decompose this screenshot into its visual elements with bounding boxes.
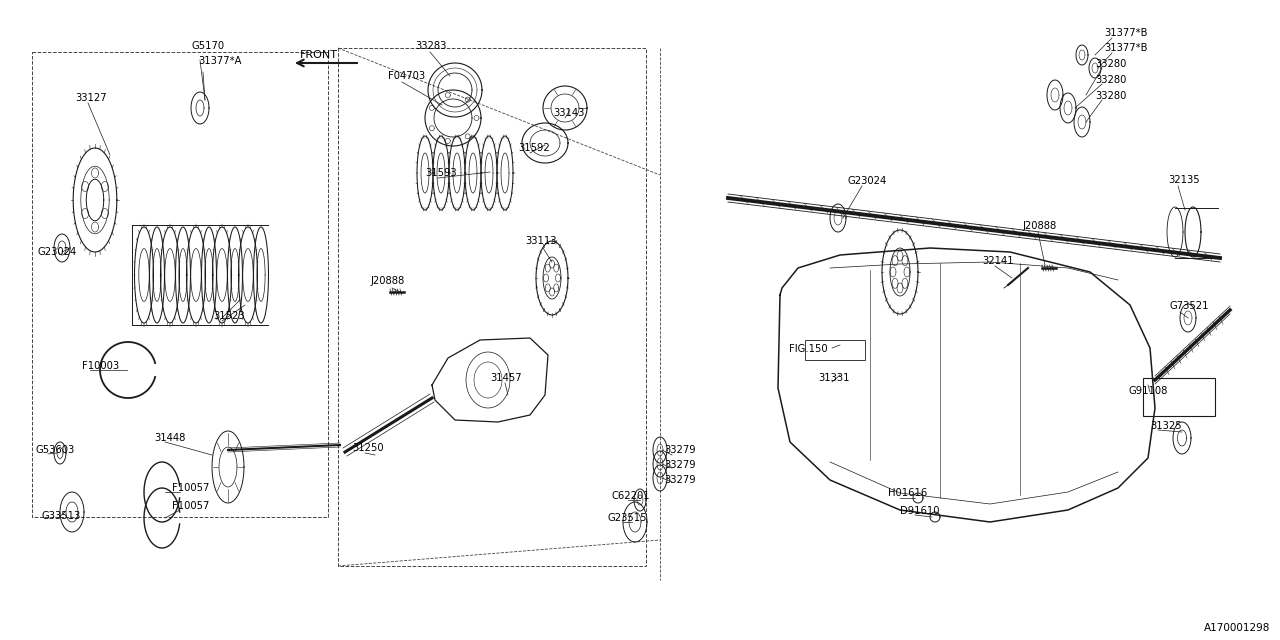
Text: 33280: 33280 [1094, 59, 1126, 69]
Text: D91610: D91610 [900, 506, 940, 516]
Text: C62201: C62201 [612, 491, 650, 501]
Text: 31592: 31592 [518, 143, 549, 153]
Bar [32, 52, 328, 517]
Text: 31523: 31523 [212, 311, 244, 321]
Text: 33279: 33279 [664, 460, 695, 470]
Text: G33513: G33513 [42, 511, 81, 521]
Text: F04703: F04703 [388, 71, 425, 81]
Text: 33280: 33280 [1094, 91, 1126, 101]
Text: 33113: 33113 [525, 236, 557, 246]
Text: F10057: F10057 [172, 501, 210, 511]
Bar [805, 340, 865, 360]
Text: 33127: 33127 [76, 93, 106, 103]
Text: 31448: 31448 [154, 433, 186, 443]
Text: G73521: G73521 [1170, 301, 1210, 311]
Bar [338, 48, 646, 566]
Text: G23024: G23024 [38, 247, 77, 257]
Text: 31250: 31250 [352, 443, 384, 453]
Text: 31457: 31457 [490, 373, 522, 383]
Text: 32135: 32135 [1169, 175, 1199, 185]
Text: 33143: 33143 [553, 108, 585, 118]
Text: J20888: J20888 [370, 276, 404, 286]
Text: A170001298: A170001298 [1203, 623, 1270, 633]
Text: G53603: G53603 [35, 445, 74, 455]
Text: 33279: 33279 [664, 445, 695, 455]
Text: G91108: G91108 [1128, 386, 1167, 396]
Text: 31593: 31593 [425, 168, 457, 178]
Text: 31377*B: 31377*B [1103, 43, 1147, 53]
Bar [1143, 378, 1215, 416]
Text: 32141: 32141 [982, 256, 1014, 266]
Text: 31377*B: 31377*B [1103, 28, 1147, 38]
Text: F10003: F10003 [82, 361, 119, 371]
Text: FRONT: FRONT [300, 50, 338, 60]
Text: G23024: G23024 [849, 176, 887, 186]
Text: 31325: 31325 [1149, 421, 1181, 431]
Text: 31377*A: 31377*A [198, 56, 242, 66]
Text: 33280: 33280 [1094, 75, 1126, 85]
Text: 33279: 33279 [664, 475, 695, 485]
Text: 33283: 33283 [415, 41, 447, 51]
Text: 31331: 31331 [818, 373, 850, 383]
Text: H01616: H01616 [888, 488, 927, 498]
Text: F10057: F10057 [172, 483, 210, 493]
Text: J20888: J20888 [1021, 221, 1056, 231]
Text: G5170: G5170 [192, 41, 225, 51]
Text: FIG.150: FIG.150 [788, 344, 827, 354]
Text: G23515: G23515 [607, 513, 646, 523]
